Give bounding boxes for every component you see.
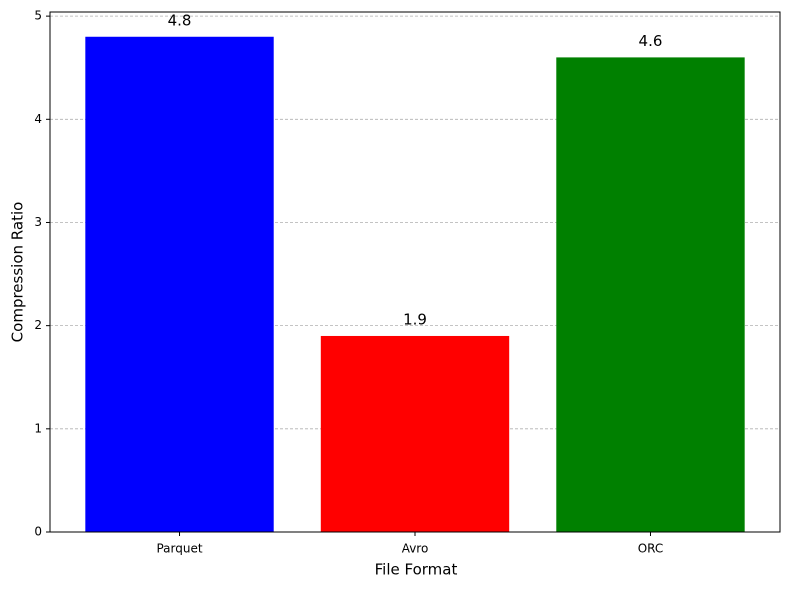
bar — [556, 57, 745, 533]
data-label: 1.9 — [403, 310, 427, 328]
y-axis-label: Compression Ratio — [9, 202, 27, 343]
x-axis-label: File Format — [375, 561, 458, 579]
y-tick-label: 4 — [34, 112, 42, 126]
bar — [85, 36, 274, 533]
y-tick-label: 0 — [34, 525, 42, 539]
y-tick-label: 5 — [34, 9, 42, 23]
plot-frame — [49, 11, 781, 533]
x-tick-label: ORC — [638, 542, 664, 556]
x-tick-label: Avro — [402, 542, 429, 556]
x-tick-label: Parquet — [156, 542, 202, 556]
bar — [320, 335, 510, 532]
data-label: 4.8 — [168, 11, 192, 29]
y-tick-label: 3 — [34, 215, 42, 229]
y-tick-label: 1 — [34, 421, 42, 435]
data-label: 4.6 — [639, 32, 663, 50]
y-tick-label: 2 — [34, 318, 42, 332]
